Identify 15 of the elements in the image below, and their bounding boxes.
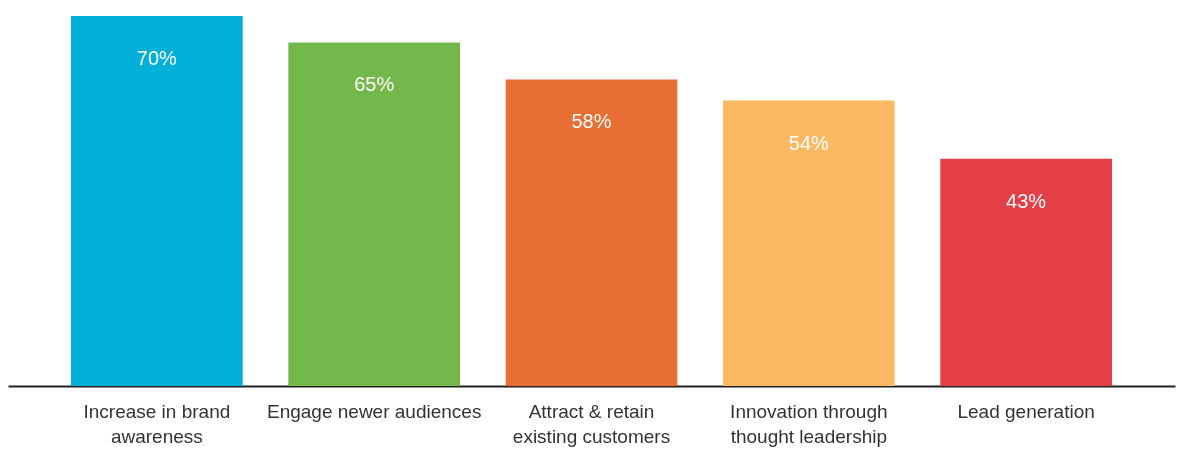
x-tick-label: Attract & retain existing customers: [512, 400, 671, 447]
data-label: 43%: [1006, 189, 1047, 212]
data-label: 54%: [788, 131, 830, 154]
bar: [288, 42, 461, 386]
x-tick-label: Engage newer audiences: [266, 400, 482, 422]
bar: [940, 158, 1112, 386]
bar: [505, 79, 678, 386]
bar: [722, 100, 895, 386]
x-tick-label: Increase in brand awareness: [83, 400, 231, 447]
data-label: 70%: [136, 47, 178, 69]
x-tick-label: Innovation through thought leadership: [730, 400, 888, 447]
x-tick-label: Lead generation: [957, 400, 1095, 422]
data-label: 65%: [354, 73, 395, 96]
bar: [71, 16, 243, 386]
data-label: 58%: [571, 110, 612, 133]
